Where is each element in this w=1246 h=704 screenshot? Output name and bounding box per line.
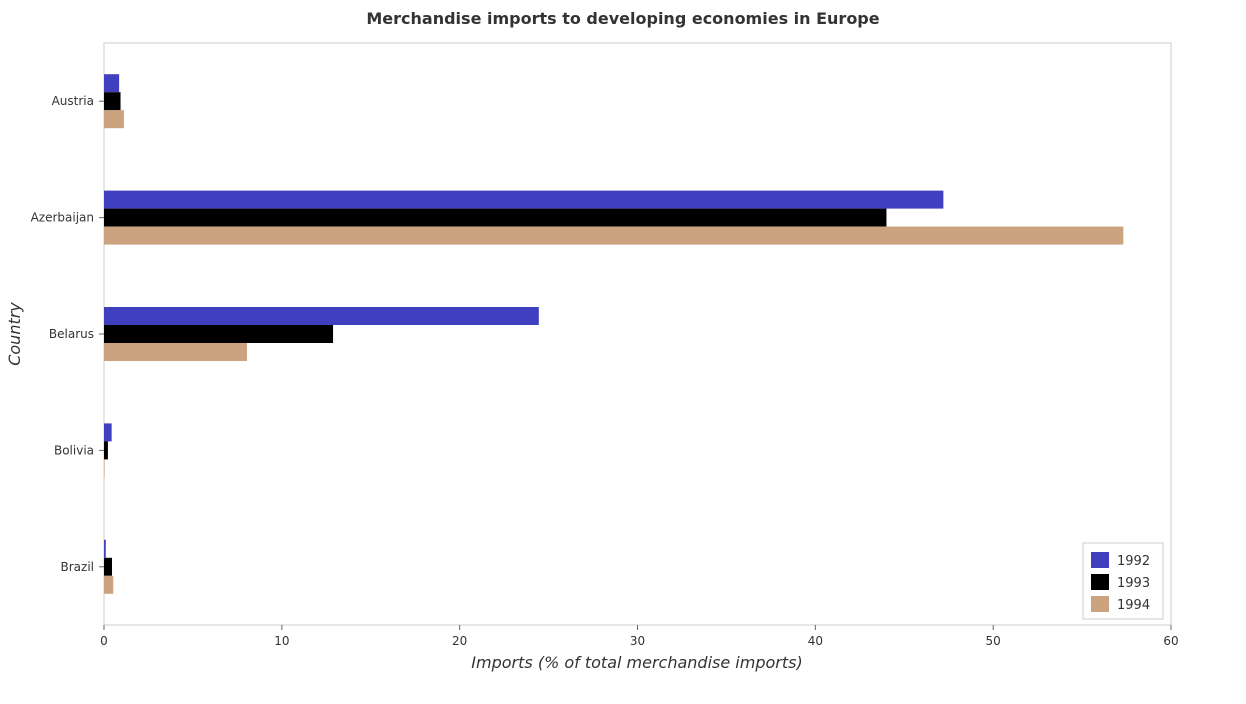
x-tick-label-40: 40 (808, 634, 823, 648)
bar-bolivia-1994 (104, 459, 105, 478)
bar-bolivia-1992 (104, 423, 112, 442)
legend-swatch-1994 (1091, 596, 1109, 612)
bar-brazil-1992 (104, 539, 106, 558)
bar-austria-1994 (104, 110, 124, 129)
bar-austria-1992 (104, 74, 120, 93)
legend-swatch-1993 (1091, 574, 1109, 590)
legend-swatch-1992 (1091, 552, 1109, 568)
y-tick-label-belarus: Belarus (49, 327, 94, 341)
x-axis-label: Imports (% of total merchandise imports) (471, 653, 802, 672)
bar-brazil-1993 (104, 557, 113, 576)
y-tick-label-austria: Austria (52, 94, 94, 108)
bar-belarus-1992 (104, 307, 539, 325)
y-axis: Austria Azerbaijan Belarus Bolivia Brazil (31, 94, 104, 574)
bars-layer (104, 74, 1124, 594)
x-tick-label-50: 50 (986, 634, 1001, 648)
y-tick-label-brazil: Brazil (61, 560, 95, 574)
x-tick-label-10: 10 (274, 634, 289, 648)
legend-label-1994: 1994 (1117, 598, 1150, 613)
y-tick-label-azerbaijan: Azerbaijan (31, 211, 94, 225)
x-tick-label-20: 20 (452, 634, 467, 648)
legend: 1992 1993 1994 (1082, 542, 1164, 620)
bar-austria-1993 (104, 92, 121, 111)
bar-belarus-1994 (104, 343, 247, 361)
x-tick-label-30: 30 (630, 634, 645, 648)
legend-label-1993: 1993 (1117, 576, 1150, 591)
x-tick-label-0: 0 (100, 634, 108, 648)
y-tick-label-bolivia: Bolivia (54, 443, 94, 457)
legend-label-1992: 1992 (1117, 554, 1150, 569)
bar-bolivia-1993 (104, 441, 108, 460)
bar-azerbaijan-1994 (104, 226, 1124, 245)
bar-belarus-1993 (104, 325, 334, 343)
x-axis: 0 10 20 30 40 50 60 (100, 625, 1179, 648)
bar-brazil-1994 (104, 575, 114, 594)
y-axis-label: Country (5, 302, 24, 366)
chart-title: Merchandise imports to developing econom… (366, 9, 879, 28)
x-tick-label-60: 60 (1163, 634, 1178, 648)
bar-azerbaijan-1992 (104, 190, 944, 209)
bar-azerbaijan-1993 (104, 208, 887, 227)
